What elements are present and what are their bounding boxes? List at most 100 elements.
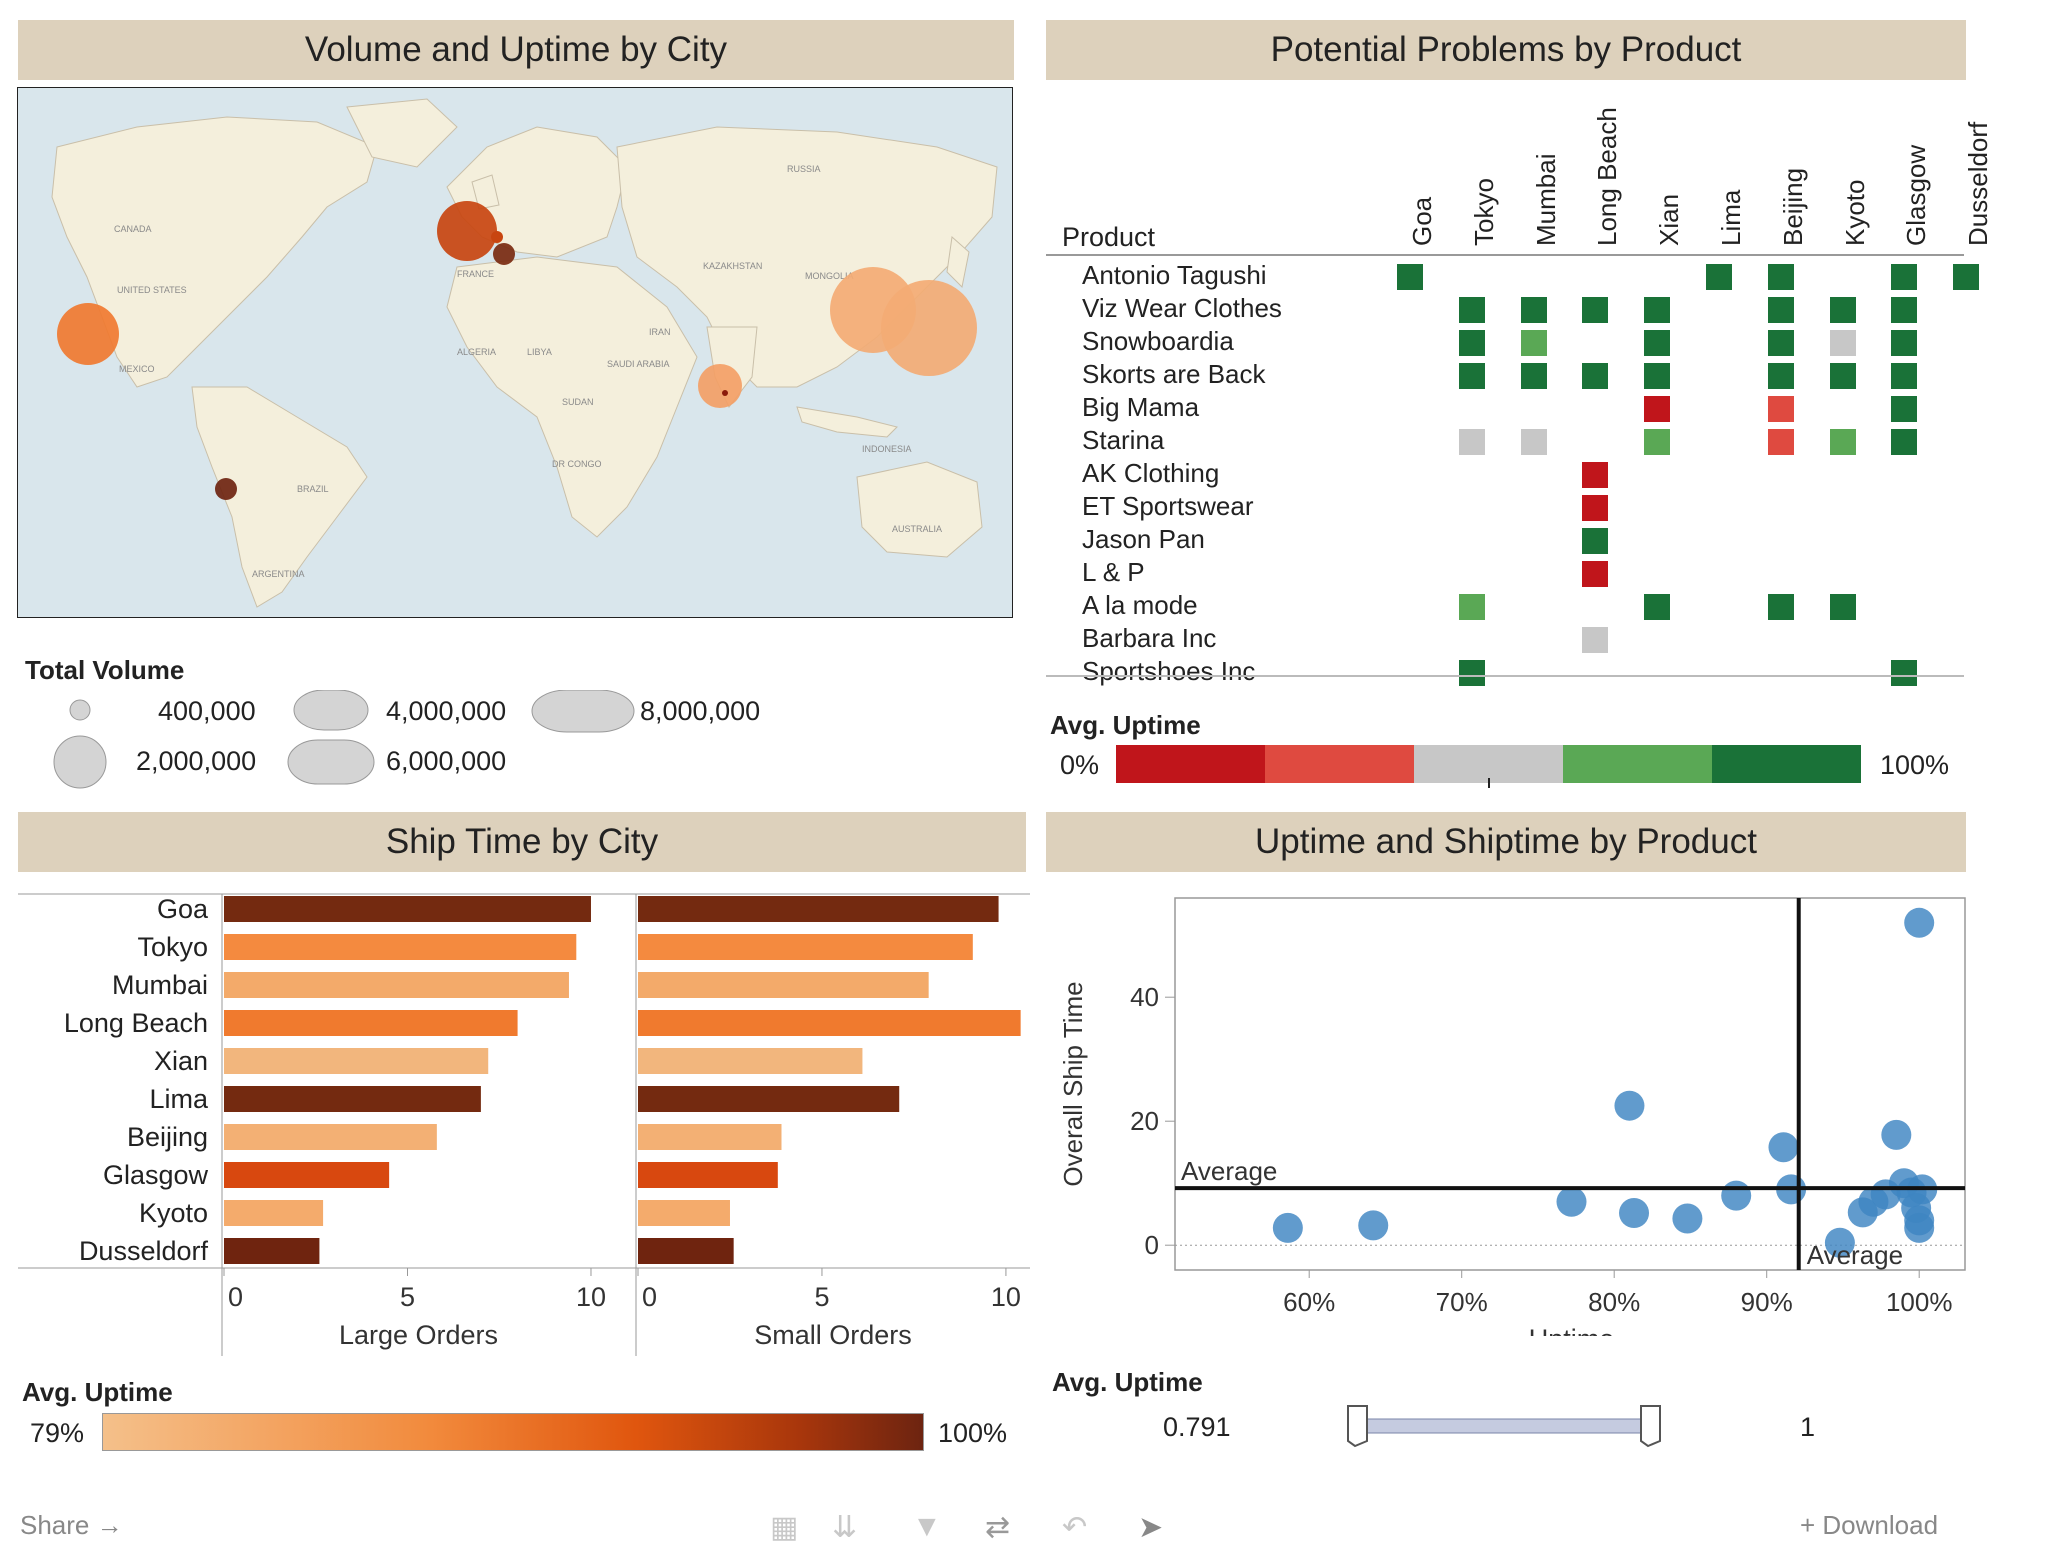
problem-cell[interactable] (1644, 594, 1671, 620)
problem-cell[interactable] (1582, 462, 1609, 488)
problem-cell[interactable] (1644, 363, 1671, 389)
bar-large-orders-beijing[interactable] (224, 1124, 437, 1150)
scatter-point-18[interactable] (1904, 1212, 1935, 1243)
problem-cell[interactable] (1829, 363, 1856, 389)
revert-icon[interactable]: ▦ (770, 1511, 799, 1544)
bar-large-orders-mumbai[interactable] (224, 972, 569, 998)
scatter-point-6[interactable] (1721, 1180, 1752, 1211)
city-bubble-goa[interactable] (698, 364, 742, 408)
problem-cell[interactable] (1644, 330, 1671, 356)
scatter-point-5[interactable] (1672, 1203, 1703, 1234)
problem-cell[interactable] (1397, 264, 1423, 290)
bar-small-orders-tokyo[interactable] (638, 934, 973, 960)
problem-cell[interactable] (1767, 396, 1794, 422)
problem-cell[interactable] (1644, 429, 1671, 455)
pointer-icon[interactable]: ➤ (1138, 1511, 1164, 1544)
bar-small-orders-xian[interactable] (638, 1048, 863, 1074)
scatter-point-2[interactable] (1556, 1186, 1587, 1217)
bar-small-orders-beijing[interactable] (638, 1124, 782, 1150)
slider-min-handle[interactable] (1347, 1405, 1368, 1448)
filter-icon[interactable]: ▼ (912, 1510, 942, 1543)
scatter-point-13[interactable] (1881, 1119, 1912, 1150)
bar-large-orders-long-beach[interactable] (224, 1010, 518, 1036)
world-map[interactable]: CANADA UNITED STATES MEXICO RUSSIA KAZAK… (17, 87, 1013, 618)
scatter-point-1[interactable] (1358, 1210, 1389, 1241)
city-bubble-lima[interactable] (215, 478, 237, 500)
bar-large-orders-glasgow[interactable] (224, 1162, 390, 1188)
problem-cell[interactable] (1891, 297, 1918, 323)
slider-max-handle[interactable] (1640, 1405, 1661, 1448)
bar-large-orders-goa[interactable] (224, 896, 591, 922)
problem-cell[interactable] (1582, 495, 1609, 521)
problem-cell[interactable] (1520, 330, 1547, 356)
problem-cell[interactable] (1767, 297, 1794, 323)
problem-cell[interactable] (1829, 297, 1856, 323)
problem-cell[interactable] (1953, 264, 1980, 290)
bar-large-orders-kyoto[interactable] (224, 1200, 324, 1226)
uptime-shiptime-scatter[interactable]: 0 20 40 60% 70% 80% 90% 100% Uptime Overall Ship … (1046, 876, 1968, 1336)
problem-cell[interactable] (1458, 330, 1485, 356)
problem-cell[interactable] (1829, 429, 1856, 455)
city-bubble-small-india[interactable] (722, 390, 728, 396)
scatter-point-0[interactable] (1272, 1212, 1303, 1243)
problem-cell[interactable] (1767, 264, 1794, 290)
slider-track[interactable] (1362, 1418, 1648, 1434)
problem-cell[interactable] (1829, 594, 1856, 620)
city-bubble-dusseldorf[interactable] (493, 243, 515, 265)
problem-cell[interactable] (1891, 330, 1918, 356)
share-link[interactable]: Share → (20, 1510, 123, 1540)
problem-cell[interactable] (1891, 363, 1918, 389)
share-icon[interactable]: ⇄ (985, 1511, 1011, 1544)
city-bubble-kyoto[interactable] (881, 280, 977, 376)
problem-cell[interactable] (1582, 561, 1609, 587)
problem-cell[interactable] (1458, 363, 1485, 389)
problem-cell[interactable] (1520, 297, 1547, 323)
problem-cell[interactable] (1767, 363, 1794, 389)
bar-large-orders-tokyo[interactable] (224, 934, 577, 960)
problem-cell[interactable] (1891, 660, 1918, 686)
problem-cell[interactable] (1891, 429, 1918, 455)
problem-cell[interactable] (1582, 297, 1609, 323)
export-icon[interactable]: ⇊ (832, 1511, 858, 1544)
problem-cell[interactable] (1458, 297, 1485, 323)
scatter-point-3[interactable] (1614, 1090, 1645, 1121)
bar-small-orders-long-beach[interactable] (638, 1010, 1021, 1036)
bar-small-orders-goa[interactable] (638, 896, 999, 922)
scatter-point-9[interactable] (1824, 1227, 1855, 1258)
scatter-point-7[interactable] (1768, 1132, 1799, 1163)
problem-cell[interactable] (1458, 429, 1485, 455)
city-bubble-small-europe[interactable] (491, 231, 503, 243)
bar-small-orders-lima[interactable] (638, 1086, 900, 1112)
problem-cell[interactable] (1458, 660, 1485, 686)
scatter-point-19[interactable] (1904, 907, 1935, 938)
bar-large-orders-dusseldorf[interactable] (224, 1238, 320, 1264)
city-bubble-long-beach[interactable] (57, 303, 119, 365)
scatter-point-4[interactable] (1619, 1197, 1650, 1228)
problem-cell[interactable] (1582, 627, 1609, 653)
download-link[interactable]: + Download (1800, 1510, 1939, 1540)
city-bubble-glasgow[interactable] (437, 201, 497, 261)
problem-cell[interactable] (1767, 429, 1794, 455)
uptime-range-slider[interactable] (1345, 1403, 1667, 1449)
problem-cell[interactable] (1458, 594, 1485, 620)
bar-small-orders-kyoto[interactable] (638, 1200, 730, 1226)
undo-icon[interactable]: ↶ (1062, 1511, 1088, 1544)
problem-cell[interactable] (1891, 396, 1918, 422)
bar-large-orders-lima[interactable] (224, 1086, 481, 1112)
problem-cell[interactable] (1767, 594, 1794, 620)
problem-cell[interactable] (1582, 528, 1609, 554)
bar-large-orders-xian[interactable] (224, 1048, 489, 1074)
problem-cell[interactable] (1644, 297, 1671, 323)
problem-cell[interactable] (1520, 429, 1547, 455)
problem-cell[interactable] (1706, 264, 1732, 290)
bar-small-orders-dusseldorf[interactable] (638, 1238, 734, 1264)
map-city-bubbles[interactable] (57, 201, 977, 500)
problem-cell[interactable] (1520, 363, 1547, 389)
bar-small-orders-glasgow[interactable] (638, 1162, 778, 1188)
problem-cell[interactable] (1891, 264, 1918, 290)
problem-cell[interactable] (1767, 330, 1794, 356)
problem-cell[interactable] (1644, 396, 1671, 422)
bar-small-orders-mumbai[interactable] (638, 972, 929, 998)
problem-cell[interactable] (1582, 363, 1609, 389)
problem-cell[interactable] (1829, 330, 1856, 356)
